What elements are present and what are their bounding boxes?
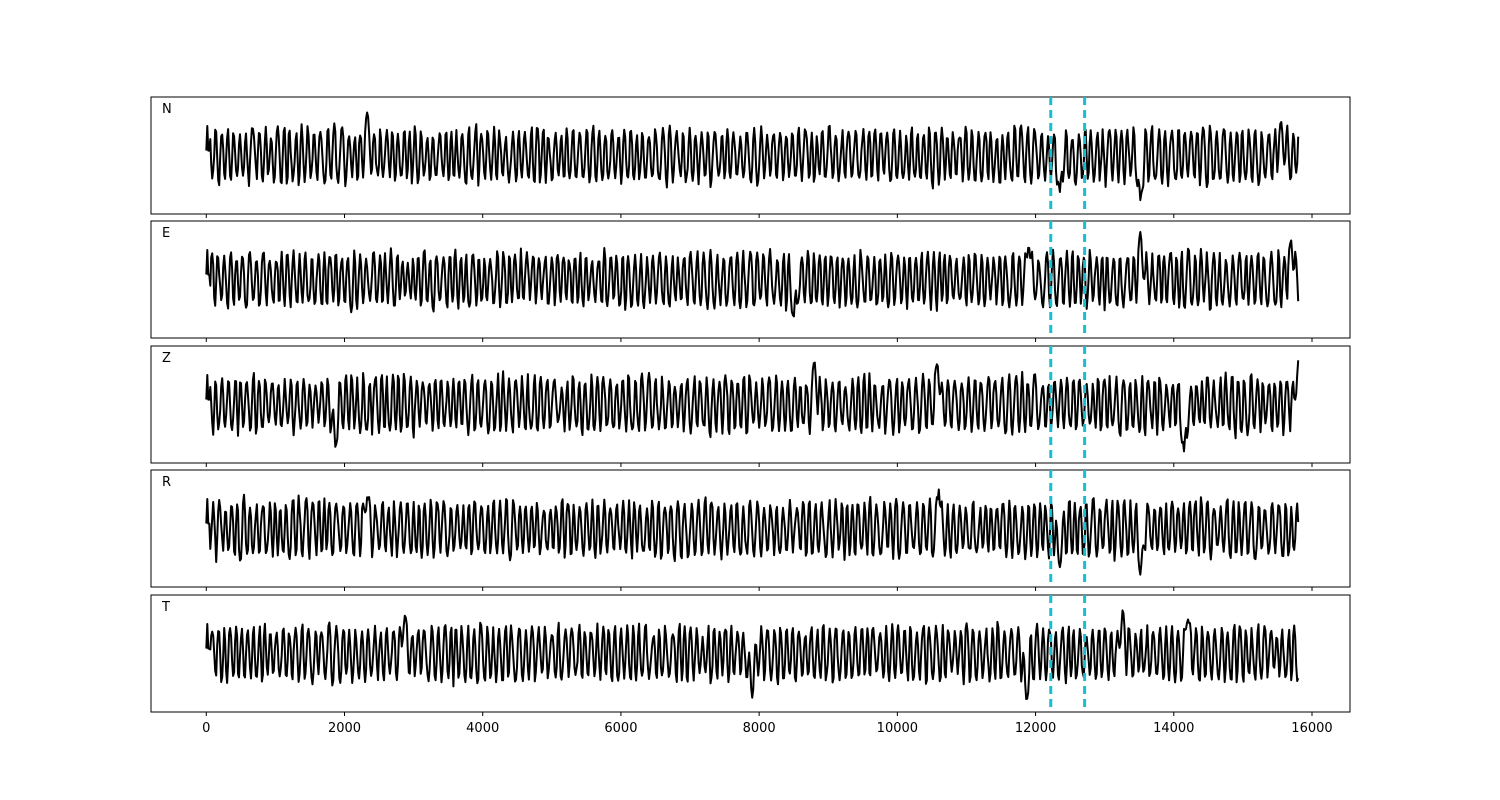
panel-z: Z xyxy=(150,345,1351,467)
trace-r xyxy=(205,488,1300,576)
panel-t: T xyxy=(150,594,1351,716)
x-tick-label: 2000 xyxy=(328,721,361,736)
panel-label: E xyxy=(162,226,170,241)
x-tick-label: 16000 xyxy=(1291,721,1332,736)
trace-z xyxy=(205,360,1300,453)
x-tick-label: 10000 xyxy=(877,721,918,736)
x-tick-label: 12000 xyxy=(1015,721,1056,736)
x-tick-label: 6000 xyxy=(604,721,637,736)
x-tick-label: 8000 xyxy=(743,721,776,736)
panel-label: T xyxy=(161,600,170,615)
panel-label: R xyxy=(162,475,171,490)
panel-frame xyxy=(150,345,1351,464)
x-tick-label: 0 xyxy=(202,721,210,736)
panel-n: N xyxy=(150,96,1351,218)
panel-e: E xyxy=(150,220,1351,342)
panel-frame xyxy=(150,594,1351,713)
trace-e xyxy=(205,231,1300,318)
trace-t xyxy=(205,609,1300,700)
panel-frame xyxy=(150,469,1351,588)
trace-n xyxy=(205,111,1300,202)
panel-frame xyxy=(150,96,1351,215)
x-tick-label: 14000 xyxy=(1153,721,1194,736)
panel-frame xyxy=(150,220,1351,339)
panel-label: N xyxy=(162,102,172,117)
x-tick-label: 4000 xyxy=(466,721,499,736)
panel-label: Z xyxy=(162,351,171,366)
panel-r: R xyxy=(150,469,1351,591)
